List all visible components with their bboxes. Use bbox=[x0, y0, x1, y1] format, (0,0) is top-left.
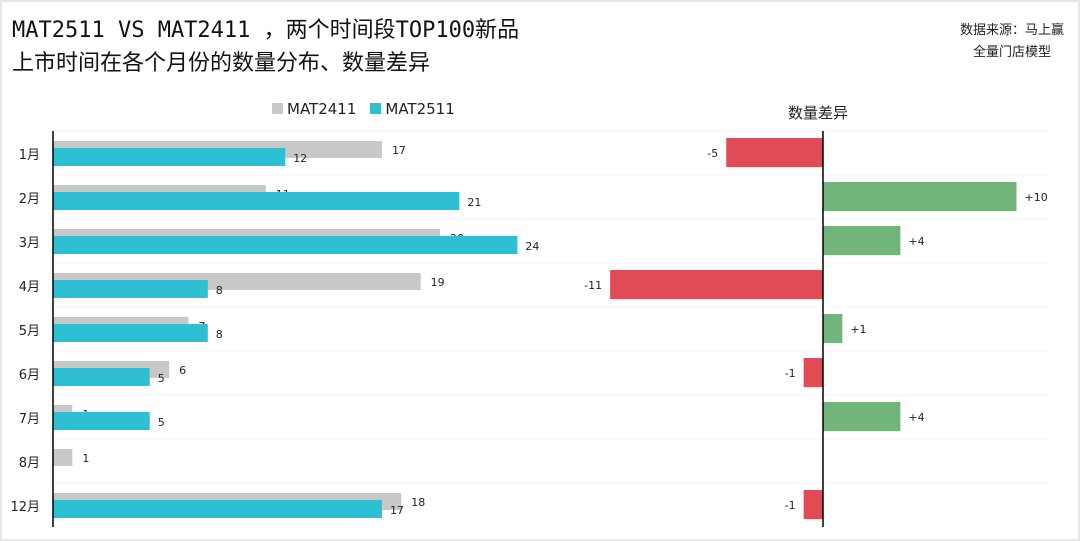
bar-mat2511 bbox=[53, 148, 286, 166]
value-label-mat2511: 21 bbox=[467, 196, 481, 209]
data-source: 数据来源：马上赢 全量门店模型 bbox=[960, 20, 1064, 64]
category-label: 3月 bbox=[19, 236, 40, 251]
category-label: 4月 bbox=[19, 280, 40, 295]
diff-label: +1 bbox=[850, 323, 866, 336]
value-label-mat2411: 6 bbox=[179, 364, 186, 377]
value-label-mat2511: 8 bbox=[216, 284, 223, 297]
value-label-mat2511: 24 bbox=[525, 240, 539, 253]
bar-mat2411 bbox=[53, 449, 73, 466]
value-label-mat2411: 19 bbox=[431, 276, 445, 289]
value-label-mat2411: 17 bbox=[392, 144, 406, 157]
legend-swatch bbox=[272, 103, 283, 114]
bar-mat2511 bbox=[53, 192, 460, 210]
diff-bar bbox=[726, 138, 823, 167]
diff-label: -1 bbox=[785, 367, 796, 380]
diff-label: -5 bbox=[707, 147, 718, 160]
diff-bar bbox=[823, 226, 901, 255]
value-label-mat2511: 12 bbox=[293, 152, 307, 165]
value-label-mat2511: 17 bbox=[390, 504, 404, 517]
diff-bar bbox=[823, 314, 843, 343]
value-label-mat2511: 8 bbox=[216, 328, 223, 341]
bar-mat2511 bbox=[53, 500, 382, 518]
legend-item-mat2411: MAT2411 bbox=[272, 100, 356, 118]
bar-mat2511 bbox=[53, 280, 208, 298]
value-label-mat2511: 5 bbox=[158, 372, 165, 385]
legend: MAT2411 MAT2511 bbox=[272, 100, 455, 118]
bar-mat2511 bbox=[53, 236, 518, 254]
bar-mat2511 bbox=[53, 324, 208, 342]
bar-mat2511 bbox=[53, 368, 150, 386]
diff-chart-title: 数量差异 bbox=[788, 104, 849, 122]
value-label-mat2411: 1 bbox=[82, 452, 89, 465]
diff-bar bbox=[803, 358, 823, 387]
category-label: 7月 bbox=[19, 412, 40, 427]
legend-label: MAT2511 bbox=[385, 100, 455, 118]
value-label-mat2511: 5 bbox=[158, 416, 165, 429]
source-line-1: 数据来源：马上赢 bbox=[959, 23, 1064, 38]
value-label-mat2411: 18 bbox=[411, 496, 425, 509]
diff-bar bbox=[823, 402, 901, 431]
diff-label: +10 bbox=[1025, 191, 1048, 204]
source-line-2: 全量门店模型 bbox=[972, 45, 1051, 60]
category-label: 2月 bbox=[19, 192, 40, 207]
legend-swatch bbox=[370, 103, 382, 114]
category-label: 8月 bbox=[19, 456, 40, 471]
bar-mat2511 bbox=[53, 412, 150, 430]
diff-label: +4 bbox=[908, 235, 924, 248]
diff-label: +4 bbox=[908, 411, 924, 424]
diff-bar bbox=[610, 270, 823, 299]
category-label: 12月 bbox=[10, 500, 40, 515]
legend-item-mat2511: MAT2511 bbox=[370, 100, 455, 118]
title-line-1: MAT2511 VS MAT2411 ，两个时间段TOP100新品 bbox=[12, 18, 520, 43]
diff-label: -11 bbox=[584, 279, 602, 292]
diff-label: -1 bbox=[785, 499, 796, 512]
title-line-2: 上市时间在各个月份的数量分布、数量差异 bbox=[12, 51, 431, 76]
diff-bar bbox=[823, 182, 1017, 211]
chart-title: MAT2511 VS MAT2411 ，两个时间段TOP100新品 上市时间在各… bbox=[12, 14, 519, 80]
category-label: 6月 bbox=[19, 368, 40, 383]
diff-bar bbox=[803, 490, 823, 519]
legend-label: MAT2411 bbox=[287, 100, 357, 118]
category-label: 5月 bbox=[19, 324, 40, 339]
category-label: 1月 bbox=[19, 148, 40, 163]
